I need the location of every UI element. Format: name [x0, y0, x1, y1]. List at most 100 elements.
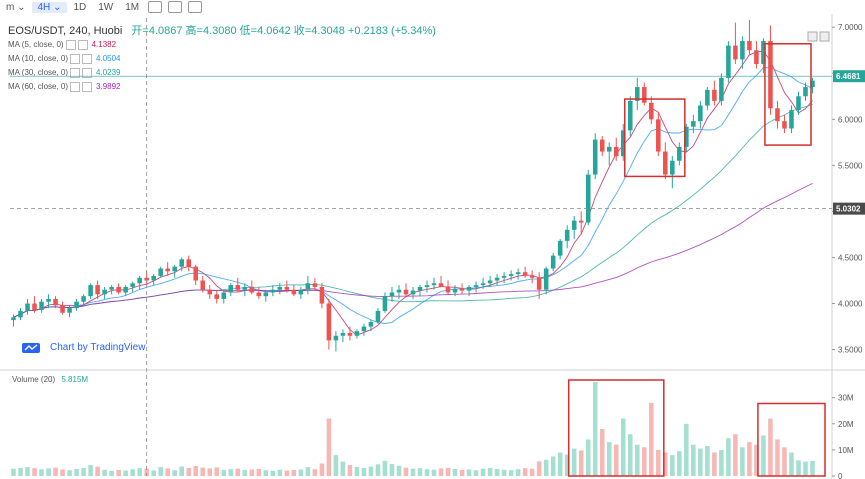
ma-indicator-3[interactable]: MA (60, close, 0) 3.9892 — [8, 82, 121, 92]
volume-bar — [557, 452, 563, 476]
fullscreen-icon[interactable] — [188, 1, 203, 13]
eye-icon[interactable] — [65, 40, 76, 50]
volume-bar — [60, 469, 65, 476]
volume-bar — [333, 455, 339, 476]
volume-bar — [613, 444, 619, 476]
volume-bar — [193, 466, 199, 476]
volume-bar — [529, 468, 535, 476]
volume-bar — [424, 469, 430, 476]
close-icon[interactable] — [77, 40, 88, 50]
candle-body — [158, 268, 163, 276]
candle-body — [529, 275, 535, 278]
ma-value: 3.9892 — [96, 82, 121, 92]
volume-bar — [712, 452, 717, 476]
candle-body — [564, 229, 570, 241]
volume-bar — [396, 465, 402, 476]
highlight-box-0 — [624, 98, 686, 178]
candle-body — [291, 289, 297, 295]
volume-indicator[interactable]: Volume (20) 5.815M — [12, 375, 88, 384]
candle-body — [775, 108, 780, 122]
timeframe-4h[interactable]: 4H ⌄ — [31, 1, 68, 13]
price-tick-label: 3.5000 — [838, 346, 863, 355]
candle-body — [733, 45, 738, 60]
candle-body — [606, 146, 612, 152]
timeframe-m[interactable]: m ⌄ — [6, 1, 26, 13]
timeframe-1w[interactable]: 1W — [98, 1, 114, 13]
volume-bar — [768, 418, 773, 476]
close-icon[interactable] — [82, 82, 93, 92]
candle-body — [684, 126, 689, 147]
volume-bar — [284, 470, 290, 476]
volume-bar — [158, 467, 163, 476]
candle-body — [508, 274, 514, 276]
volume-bar — [796, 460, 801, 476]
timeframe-1d[interactable]: 1D — [73, 1, 87, 13]
eye-icon[interactable] — [70, 68, 81, 78]
candle-body — [46, 298, 51, 302]
candle-body — [137, 277, 142, 284]
ma-label: MA (5, close, 0) — [8, 40, 64, 50]
eye-icon[interactable] — [70, 82, 81, 92]
volume-bar — [95, 466, 100, 476]
volume-bar — [347, 465, 353, 476]
candle-body — [649, 102, 654, 120]
volume-bar — [102, 469, 107, 476]
candle-body — [298, 289, 304, 295]
volume-bar — [312, 469, 318, 476]
candle-body — [277, 286, 283, 290]
volume-bar — [635, 444, 640, 476]
candle-body — [249, 286, 255, 293]
close-icon[interactable] — [82, 54, 93, 64]
candle-body — [613, 146, 619, 157]
volume-bar — [494, 468, 500, 476]
volume-bar — [522, 468, 528, 476]
ma-indicator-1[interactable]: MA (10, close, 0) 4.0504 — [8, 54, 121, 64]
candle-body — [712, 89, 717, 101]
candle-body — [459, 288, 465, 291]
candle-body — [382, 296, 388, 311]
ohlc-readout: 开=4.0867 高=4.3080 低=4.0642 收=4.3048 +0.2… — [131, 25, 436, 37]
volume-bar — [186, 467, 191, 476]
ma-indicator-2[interactable]: MA (30, close, 0) 4.0239 — [8, 68, 121, 78]
candle-body — [242, 286, 248, 290]
candle-body — [81, 296, 86, 302]
volume-bar — [515, 469, 521, 476]
candle-body — [789, 110, 794, 129]
candle-body — [256, 292, 262, 297]
settings-icon[interactable] — [168, 1, 183, 13]
eye-icon[interactable] — [70, 54, 81, 64]
candle-body — [151, 275, 156, 281]
ma-indicator-0[interactable]: MA (5, close, 0) 4.1382 — [8, 40, 116, 50]
candle-body — [578, 220, 584, 223]
chart-type-icon[interactable] — [148, 1, 163, 13]
volume-bar — [109, 470, 114, 476]
candle-body — [235, 285, 241, 290]
ma-label: MA (60, close, 0) — [8, 82, 69, 92]
volume-bar — [207, 468, 213, 476]
volume-bar — [375, 464, 381, 476]
candle-body — [522, 272, 528, 276]
timeframe-1m[interactable]: 1M — [125, 1, 140, 13]
candle-body — [179, 259, 184, 267]
candle-body — [361, 326, 367, 332]
scale-auto-icon — [819, 31, 830, 42]
candle-body — [39, 301, 44, 310]
candle-body — [109, 286, 114, 290]
volume-bar — [452, 468, 458, 476]
volume-bar — [473, 470, 479, 476]
volume-bar — [263, 470, 269, 476]
tradingview-brand[interactable]: Chart by TradingView — [22, 342, 145, 353]
candle-body — [466, 286, 472, 291]
candle-body — [726, 45, 731, 78]
symbol-title: EOS/USDT, 240, Huobi — [8, 25, 123, 37]
volume-bar — [18, 467, 23, 476]
volume-bar — [137, 468, 142, 476]
volume-bar — [592, 382, 598, 476]
candle-body — [389, 292, 395, 297]
volume-bar — [438, 468, 444, 476]
close-icon[interactable] — [82, 68, 93, 78]
volume-bar — [677, 451, 682, 476]
candle-body — [761, 41, 766, 65]
candle-body — [627, 100, 633, 131]
